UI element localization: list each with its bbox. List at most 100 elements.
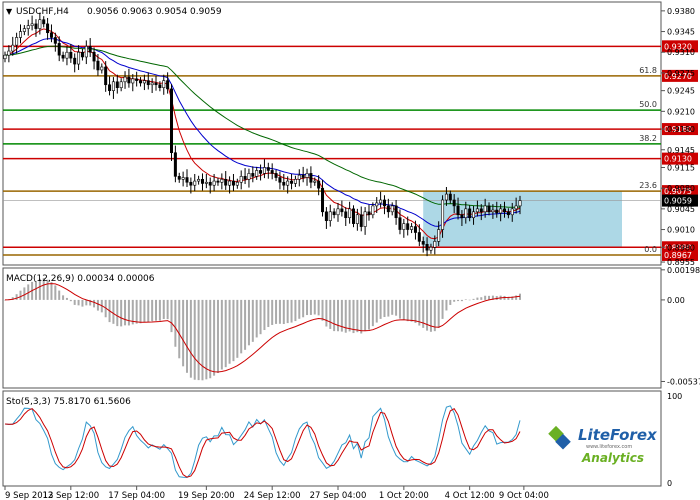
x-tick-label: 17 Sep 04:00 — [108, 491, 165, 500]
candle-body — [336, 208, 340, 216]
macd-histogram-bar — [58, 290, 61, 300]
macd-histogram-bar — [476, 297, 479, 300]
candle-body — [262, 167, 266, 174]
macd-histogram-bar — [73, 299, 76, 305]
macd-histogram-bar — [120, 299, 123, 327]
y-tick-label: 0.9310 — [667, 48, 695, 57]
candle-body — [26, 25, 30, 29]
macd-histogram-bar — [50, 282, 53, 300]
macd-histogram-bar — [162, 299, 165, 319]
macd-histogram-bar — [294, 299, 297, 322]
macd-histogram-bar — [410, 299, 413, 322]
candle-body — [321, 187, 325, 213]
macd-histogram-bar — [325, 299, 328, 327]
macd-histogram-bar — [116, 299, 119, 327]
macd-histogram-bar — [4, 299, 6, 301]
candle-body — [243, 176, 247, 180]
candle-body — [344, 211, 348, 219]
macd-histogram-bar — [441, 299, 444, 319]
macd-histogram-bar — [406, 299, 409, 322]
candle-body — [386, 205, 390, 213]
candle-body — [406, 223, 410, 230]
macd-histogram-bar — [251, 299, 254, 342]
macd-histogram-bar — [275, 299, 278, 324]
x-tick-label: 1 Oct 20:00 — [379, 491, 429, 500]
candle-body — [235, 181, 239, 186]
candle-body — [290, 180, 294, 184]
macd-histogram-bar — [267, 299, 270, 328]
candle-body — [351, 208, 355, 224]
candle-body — [483, 205, 487, 213]
level-badge-label: 0.9180 — [664, 125, 692, 134]
candle-body — [200, 179, 204, 184]
candle-body — [305, 173, 309, 178]
macd-histogram-bar — [38, 278, 41, 300]
y-tick-label: 0.9145 — [667, 146, 695, 155]
candle-body — [162, 80, 166, 88]
macd-histogram-bar — [360, 299, 363, 334]
y-tick-label: 0.9010 — [667, 226, 695, 235]
candle-body — [324, 211, 328, 221]
candle-body — [139, 80, 143, 84]
macd-histogram-bar — [216, 299, 219, 374]
candle-body — [108, 84, 112, 91]
liteforex-logo: LiteForex www.liteforex.com Analytics — [548, 425, 658, 465]
macd-histogram-bar — [147, 299, 150, 323]
candle-body — [433, 241, 437, 248]
candle-body — [22, 28, 26, 32]
candle-body — [30, 23, 34, 26]
macd-histogram-bar — [306, 299, 309, 316]
candle-body — [212, 180, 216, 186]
macd-histogram-bar — [391, 299, 394, 315]
candle-body — [460, 214, 464, 219]
macd-histogram-bar — [429, 299, 432, 332]
macd-histogram-bar — [193, 299, 196, 380]
y-tick-label: 0.9245 — [667, 87, 695, 96]
candle-body — [65, 51, 69, 59]
candle-body — [73, 57, 77, 65]
candle-body — [170, 88, 174, 154]
candle-body — [181, 177, 185, 180]
candle-body — [228, 180, 232, 186]
macd-histogram-bar — [282, 299, 285, 325]
candle-body — [231, 180, 235, 186]
candle-body — [247, 173, 251, 180]
candle-body — [348, 208, 352, 219]
macd-histogram-bar — [278, 299, 281, 324]
candle-body — [77, 51, 81, 65]
candle-body — [61, 54, 65, 59]
macd-histogram-bar — [240, 299, 243, 354]
y-tick-label: 0.8955 — [667, 258, 695, 267]
macd-histogram-bar — [290, 299, 293, 323]
macd-histogram-bar — [131, 299, 134, 325]
candle-body — [398, 217, 402, 230]
candle-body — [150, 82, 154, 86]
candle-body — [441, 199, 445, 230]
macd-histogram-bar — [213, 299, 216, 376]
macd-histogram-bar — [189, 299, 192, 378]
macd-histogram-bar — [449, 299, 452, 305]
candle-body — [293, 179, 297, 184]
macd-histogram-bar — [155, 299, 158, 321]
candle-body — [382, 199, 386, 207]
candle-body — [208, 181, 212, 186]
triangle-icon[interactable]: ▼ — [6, 7, 13, 16]
macd-signal-line — [4, 283, 521, 373]
candle-body — [472, 211, 476, 219]
macd-histogram-bar — [426, 299, 429, 331]
macd-histogram-bar — [178, 299, 181, 359]
macd-histogram-bar — [515, 295, 518, 300]
candle-body — [317, 180, 321, 189]
candle-body — [146, 80, 150, 86]
macd-histogram-bar — [244, 299, 247, 350]
candle-body — [328, 211, 332, 221]
y-tick-label: 0.9345 — [667, 28, 695, 37]
macd-histogram-bar — [228, 299, 231, 364]
candle-body — [158, 84, 162, 88]
fib-label: 38.2 — [639, 134, 657, 143]
candle-body — [274, 173, 278, 178]
macd-histogram-bar — [69, 299, 72, 302]
y-tick-label: 0.9380 — [667, 7, 695, 16]
price-badge — [662, 194, 698, 207]
candle-body — [3, 54, 7, 60]
